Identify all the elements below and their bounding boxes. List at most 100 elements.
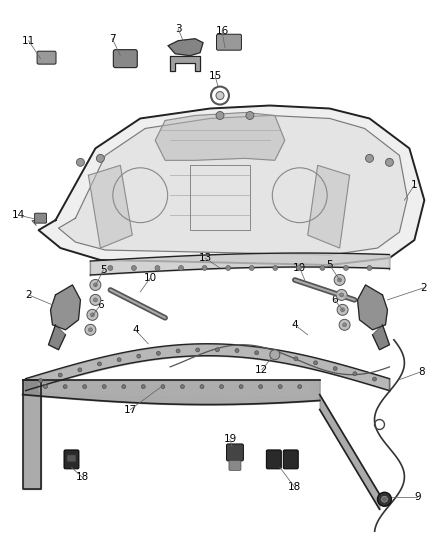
Polygon shape [39,106,424,265]
Text: 19: 19 [223,434,237,445]
Circle shape [273,265,278,270]
Circle shape [314,361,318,365]
Circle shape [343,323,346,327]
Text: 10: 10 [144,273,157,283]
FancyBboxPatch shape [35,213,46,223]
Circle shape [98,362,102,366]
Polygon shape [49,325,66,350]
Circle shape [137,354,141,358]
Circle shape [200,385,204,389]
Circle shape [219,385,223,389]
Text: 14: 14 [12,210,25,220]
Circle shape [378,492,392,506]
Circle shape [259,385,263,389]
Circle shape [90,294,101,305]
Polygon shape [88,165,132,248]
Circle shape [202,265,207,270]
Circle shape [87,309,98,320]
Circle shape [43,385,48,389]
Circle shape [88,328,92,332]
Circle shape [385,158,393,166]
Circle shape [216,111,224,119]
Circle shape [341,308,345,312]
Circle shape [93,283,97,287]
Polygon shape [357,285,388,330]
Circle shape [298,385,302,389]
Circle shape [381,496,388,502]
Text: 1: 1 [411,180,418,190]
Circle shape [336,289,347,301]
Text: 4: 4 [291,320,298,330]
Text: 8: 8 [418,367,425,377]
Circle shape [156,351,160,356]
FancyBboxPatch shape [67,455,76,462]
Text: 11: 11 [22,36,35,46]
FancyBboxPatch shape [226,444,244,461]
Text: 18: 18 [288,482,301,492]
Circle shape [90,279,101,290]
Circle shape [270,350,280,360]
Circle shape [353,372,357,376]
Circle shape [96,155,104,163]
Circle shape [333,367,337,370]
Polygon shape [170,55,200,71]
FancyBboxPatch shape [283,450,298,469]
Circle shape [83,385,87,389]
Circle shape [274,353,278,357]
FancyBboxPatch shape [266,450,281,469]
Circle shape [39,378,42,383]
Text: 10: 10 [293,263,306,273]
Circle shape [339,293,343,297]
Circle shape [63,385,67,389]
Circle shape [108,265,113,270]
Polygon shape [155,112,285,160]
Text: 7: 7 [109,34,116,44]
Circle shape [90,313,95,317]
Circle shape [297,265,301,270]
Circle shape [239,385,243,389]
Circle shape [102,385,106,389]
Text: 9: 9 [414,492,420,502]
Circle shape [77,158,85,166]
Circle shape [141,385,145,389]
Text: 5: 5 [100,265,107,275]
Circle shape [278,385,282,389]
Circle shape [155,265,160,270]
Polygon shape [50,285,81,330]
Text: 13: 13 [198,253,212,263]
Circle shape [58,373,62,377]
FancyBboxPatch shape [113,50,137,68]
Text: 12: 12 [255,365,268,375]
Circle shape [93,298,97,302]
Circle shape [320,265,325,270]
Circle shape [367,265,372,270]
Circle shape [131,265,136,270]
Polygon shape [372,325,389,350]
Polygon shape [308,165,350,248]
Circle shape [122,385,126,389]
Text: 15: 15 [208,70,222,80]
FancyBboxPatch shape [216,34,241,50]
Text: 4: 4 [132,325,138,335]
Circle shape [343,265,349,270]
Text: 2: 2 [420,283,427,293]
Circle shape [249,265,254,270]
Circle shape [366,155,374,163]
Text: 3: 3 [175,24,181,34]
Circle shape [85,324,96,335]
Circle shape [216,92,224,100]
Text: 5: 5 [326,260,333,270]
Circle shape [196,348,200,352]
Circle shape [226,265,231,270]
Circle shape [337,304,348,316]
Circle shape [338,278,342,282]
Text: 2: 2 [25,290,32,300]
Polygon shape [23,379,41,489]
Text: 16: 16 [215,26,229,36]
Text: 6: 6 [97,300,104,310]
Circle shape [372,377,377,381]
Circle shape [334,274,345,286]
Circle shape [117,358,121,362]
Circle shape [180,385,184,389]
Text: 6: 6 [331,295,338,305]
